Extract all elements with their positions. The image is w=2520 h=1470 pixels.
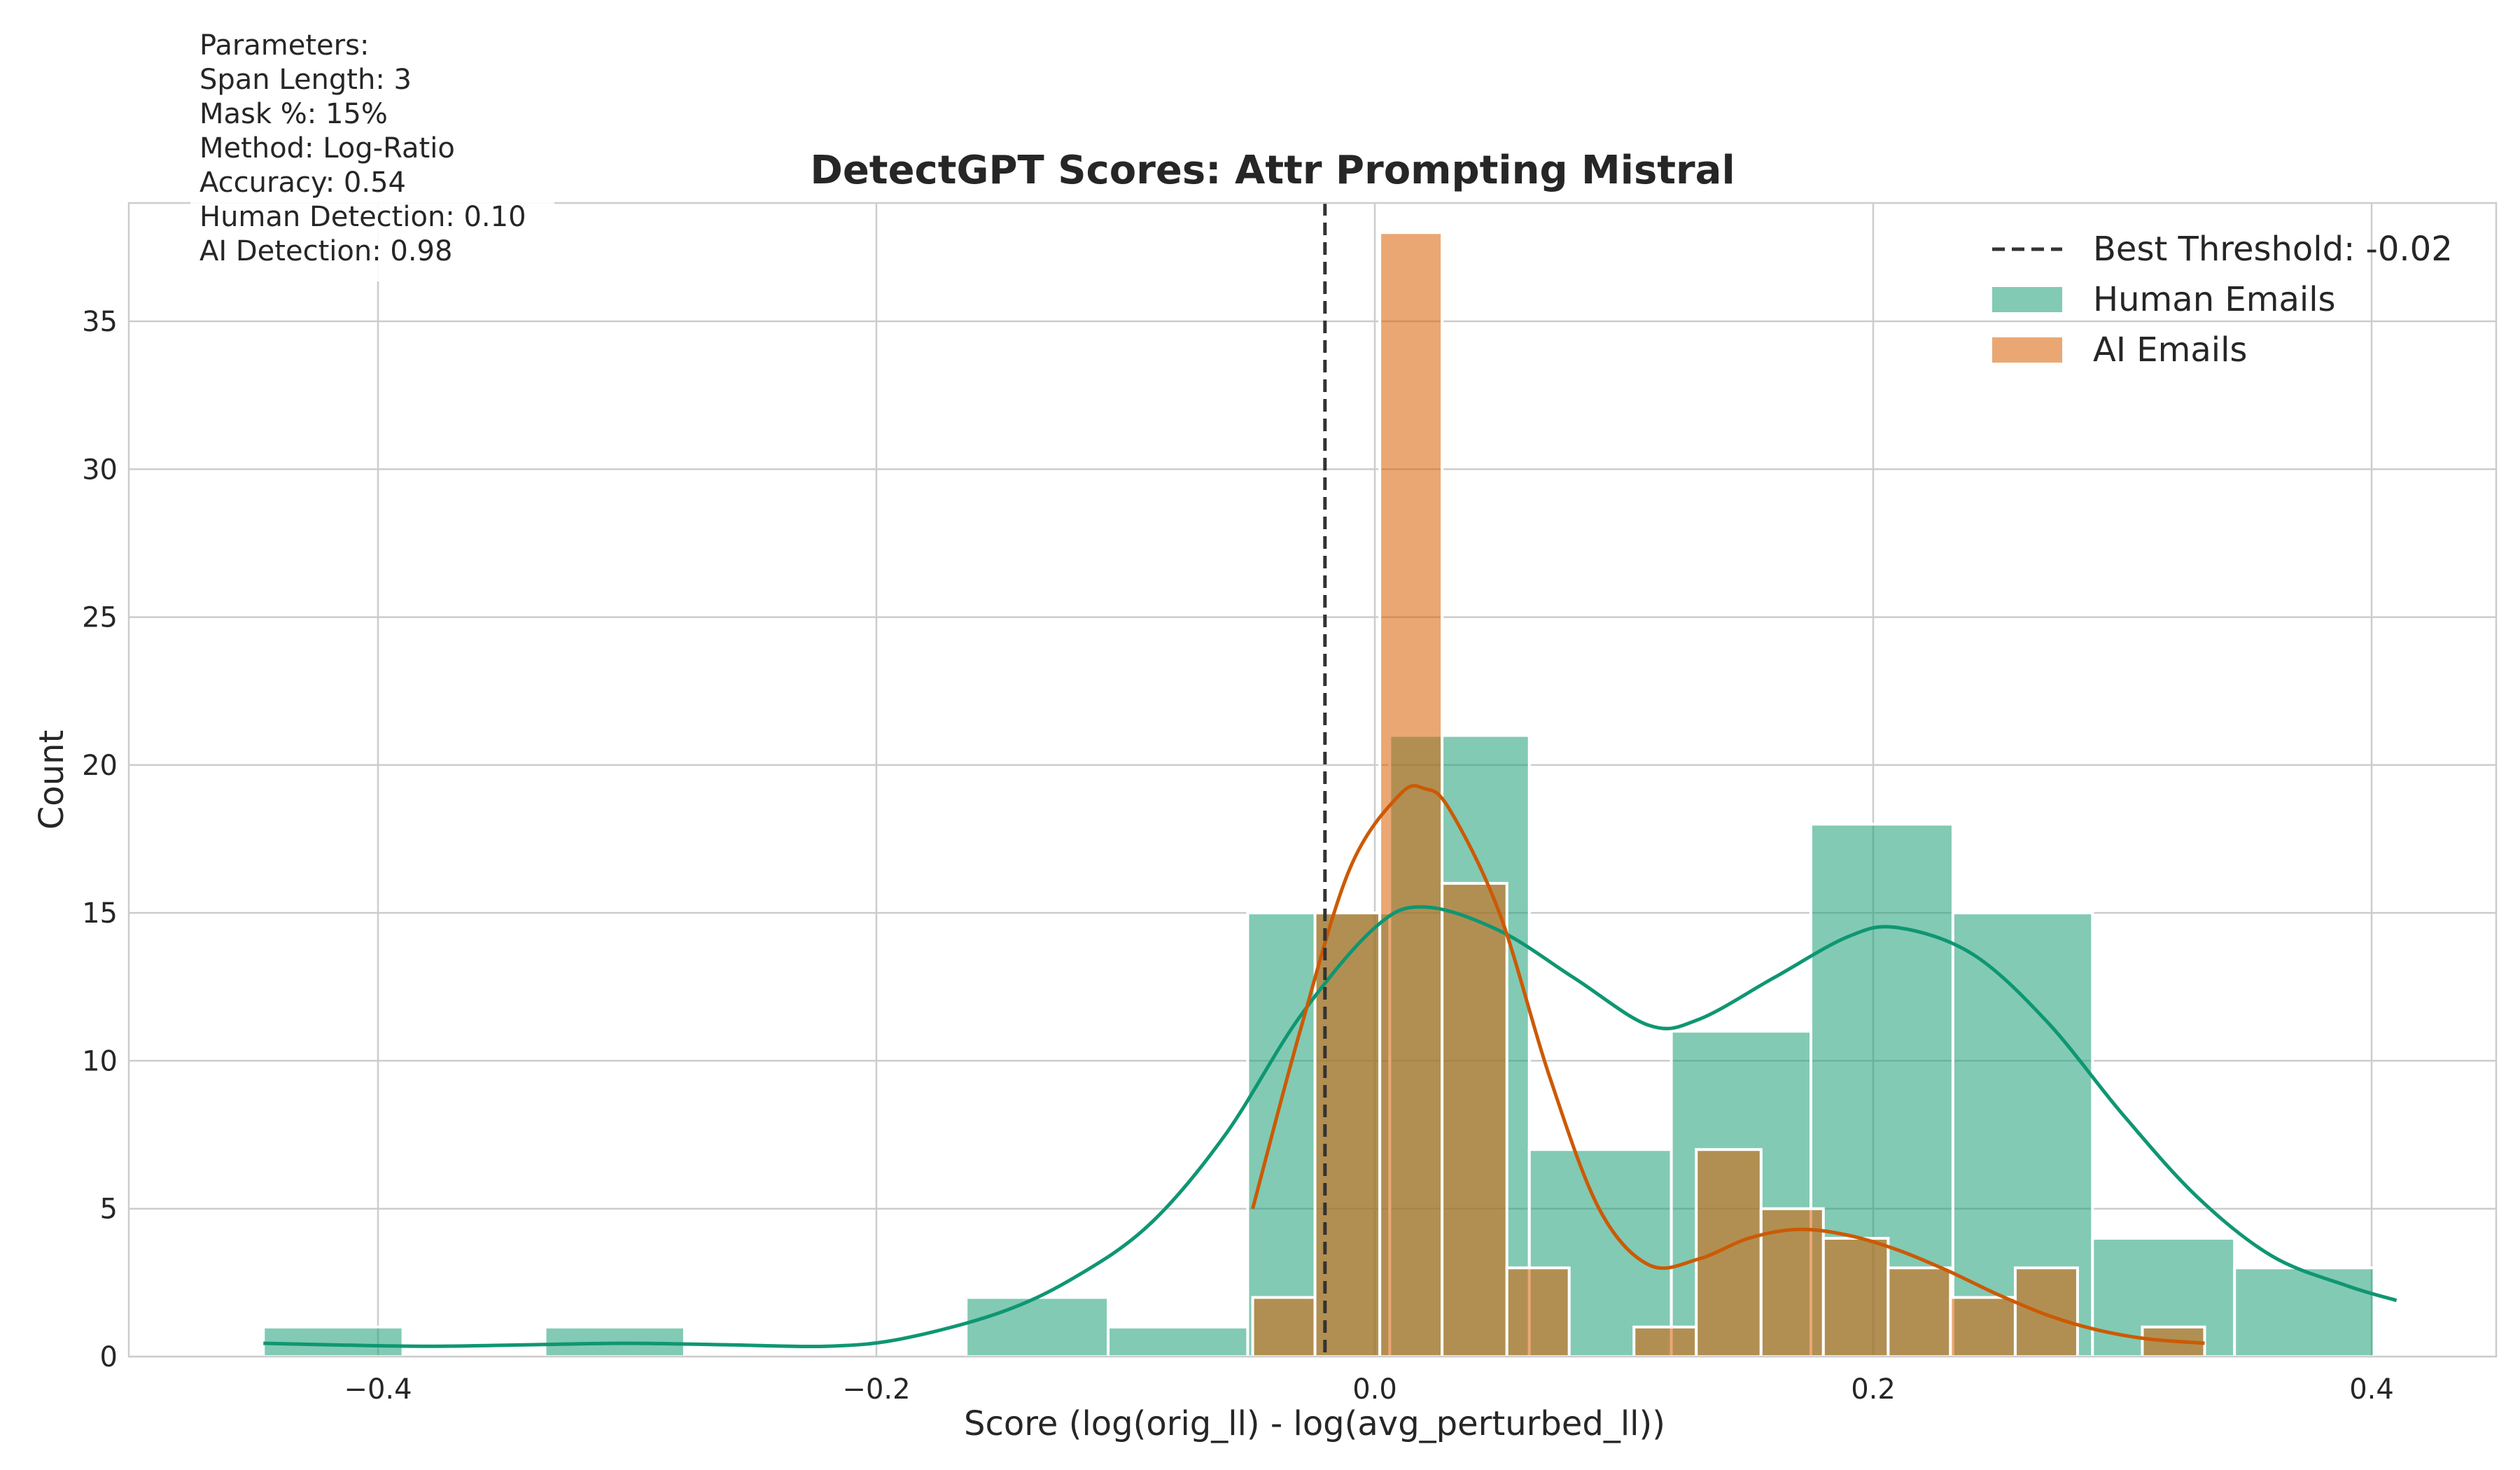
human-emails-bar <box>262 1325 405 1358</box>
parameters-line: Method: Log-Ratio <box>200 132 455 164</box>
legend-threshold-label: Best Threshold: -0.02 <box>2093 230 2453 269</box>
human-emails-bar <box>2233 1266 2376 1358</box>
x-tick-label: 0.2 <box>1851 1373 1896 1406</box>
x-tick-label: 0.0 <box>1352 1373 1397 1406</box>
y-tick-label: 20 <box>82 750 118 782</box>
ai-emails-bar <box>1886 1266 1952 1358</box>
ai-emails-bar <box>1378 231 1444 1358</box>
legend-human-swatch <box>1992 287 2062 312</box>
ai-emails-bar <box>1949 1296 2017 1358</box>
parameters-annotation-bg <box>190 21 554 281</box>
ai-emails-bar <box>1251 1296 1317 1358</box>
human-emails-kde-line <box>263 905 2398 1349</box>
plot-frame <box>127 202 2498 1358</box>
y-tick-label: 10 <box>82 1045 118 1077</box>
y-tick-label: 15 <box>82 897 118 930</box>
kde-curves <box>263 783 2398 1349</box>
ai-emails-kde-line <box>1251 783 2205 1345</box>
parameters-line: Mask %: 15% <box>200 98 388 130</box>
ai-emails-bar <box>2013 1266 2079 1358</box>
y-tick-labels: 0 5 10 15 20 25 30 35 <box>82 306 118 1373</box>
y-tick-label: 35 <box>82 306 118 338</box>
x-axis-label: Score (log(orig_ll) - log(avg_perturbed_… <box>964 1404 1665 1443</box>
chart-title: DetectGPT Scores: Attr Prompting Mistral <box>810 148 1735 193</box>
x-tick-label: 0.4 <box>2349 1373 2394 1406</box>
parameters-annotation: Parameters: Span Length: 3 Mask %: 15% M… <box>190 21 554 281</box>
human-emails-bar <box>1107 1325 1250 1358</box>
parameters-line: Human Detection: 0.10 <box>200 201 526 233</box>
ai-emails-bar <box>1821 1236 1890 1358</box>
grid-lines <box>129 203 2496 1358</box>
ai-emails-bar <box>1441 881 1508 1358</box>
parameters-line: Parameters: <box>200 29 369 62</box>
legend: Best Threshold: -0.02 Human Emails AI Em… <box>1992 230 2453 370</box>
parameters-line: Accuracy: 0.54 <box>200 167 406 199</box>
legend-ai-swatch <box>1992 337 2062 363</box>
x-tick-labels: −0.4 −0.2 0.0 0.2 0.4 <box>344 1373 2393 1406</box>
ai-emails-bar <box>1695 1148 1763 1358</box>
ai-emails-bars <box>1251 231 2206 1358</box>
legend-human-label: Human Emails <box>2093 280 2336 319</box>
parameters-line: Span Length: 3 <box>200 64 412 96</box>
legend-ai-label: AI Emails <box>2093 330 2247 370</box>
y-tick-label: 5 <box>100 1194 118 1226</box>
y-tick-label: 25 <box>82 602 118 634</box>
y-axis-label: Count <box>32 730 71 830</box>
human-emails-bar <box>965 1296 1110 1358</box>
y-tick-label: 30 <box>82 454 118 486</box>
ai-emails-bar <box>1505 1266 1571 1358</box>
x-tick-label: −0.4 <box>344 1373 412 1406</box>
ai-emails-bar <box>1632 1325 1698 1358</box>
parameters-line: AI Detection: 0.98 <box>200 235 452 267</box>
x-tick-label: −0.2 <box>842 1373 910 1406</box>
y-tick-label: 0 <box>100 1341 118 1373</box>
